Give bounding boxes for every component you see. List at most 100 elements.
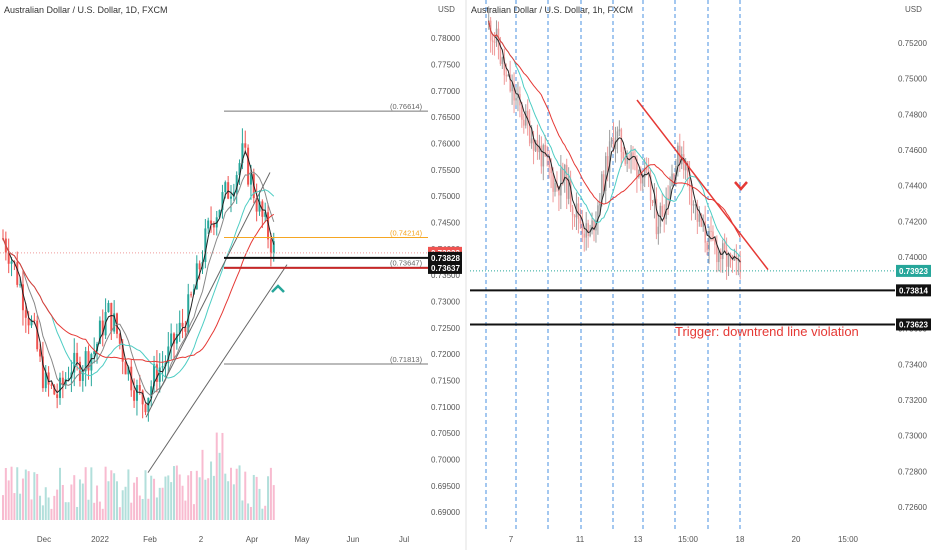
left-currency-label: USD — [438, 5, 455, 14]
right-chart-title: Australian Dollar / U.S. Dollar, 1h, FXC… — [471, 5, 633, 15]
left-candle-body — [210, 220, 213, 224]
left-price-tag-box — [428, 261, 462, 274]
left-volume-bar — [53, 495, 56, 520]
right-x-tick-label: 15:00 — [838, 535, 859, 544]
right-candle-body — [723, 243, 726, 250]
left-volume-bar — [184, 500, 187, 520]
right-candle-body — [491, 40, 494, 43]
left-volume-bar — [30, 499, 33, 520]
right-candle-body — [622, 151, 625, 159]
right-candle-body — [653, 199, 656, 203]
right-candle-body — [704, 221, 706, 243]
right-candle-body — [544, 145, 547, 156]
left-volume-bar — [96, 485, 99, 520]
right-y-tick-label: 0.73000 — [898, 432, 927, 441]
left-x-tick-label: Jul — [399, 535, 409, 544]
right-ma-fast — [488, 20, 741, 263]
right-candle-body — [548, 157, 550, 168]
right-candle-body — [540, 145, 543, 167]
left-volume-bar — [195, 470, 198, 520]
left-volume-bar — [215, 432, 218, 520]
right-candle-body — [589, 230, 591, 236]
left-price-tag-text: 0.73637 — [431, 264, 460, 273]
right-y-tick-label: 0.73200 — [898, 396, 927, 405]
left-candle-body — [218, 209, 221, 218]
right-candle-body — [694, 204, 697, 206]
left-candle-body — [247, 147, 250, 185]
left-volume-bar — [81, 483, 84, 520]
left-volume-bar — [16, 467, 19, 520]
left-volume-bar — [7, 480, 10, 520]
left-candle-body — [24, 310, 27, 318]
left-candle-body — [44, 372, 47, 389]
right-candle-body — [532, 138, 535, 151]
right-price-tag-box — [896, 284, 931, 297]
left-candle-body — [161, 366, 164, 368]
right-candle-body — [501, 57, 504, 64]
left-volume-bar — [224, 473, 227, 520]
right-candle-body — [550, 167, 552, 174]
right-candle-body — [645, 167, 648, 171]
right-candle-body — [564, 164, 566, 181]
right-candle-body — [511, 84, 513, 92]
right-candle-body — [725, 249, 728, 267]
left-candle-body — [138, 385, 141, 391]
left-candle-body — [195, 263, 198, 290]
right-candle-body — [515, 98, 517, 101]
left-y-tick-label: 0.75000 — [431, 192, 460, 201]
left-volume-bar — [178, 474, 181, 520]
left-candle-body — [101, 320, 104, 336]
left-candle-body — [121, 343, 124, 362]
left-candle-body — [7, 252, 10, 264]
left-y-tick-label: 0.69500 — [431, 482, 460, 491]
right-candle-body — [579, 218, 582, 224]
left-candle-body — [241, 143, 244, 164]
right-candle-body — [690, 190, 693, 206]
left-volume-bar — [116, 481, 118, 520]
right-candle-body — [560, 168, 562, 196]
left-volume-bar — [39, 495, 42, 520]
left-volume-bar — [87, 499, 90, 520]
left-volume-bar — [138, 495, 141, 520]
right-candle-body — [649, 175, 652, 201]
right-x-tick-label: 20 — [792, 535, 801, 544]
right-y-tick-label: 0.75000 — [898, 75, 927, 84]
left-volume-bar — [76, 506, 79, 520]
left-volume-bar — [170, 482, 173, 520]
right-candle-body — [620, 129, 623, 152]
left-candle-body — [258, 201, 261, 212]
right-candle-body — [657, 226, 660, 235]
right-candle-body — [632, 152, 634, 157]
right-candle-body — [636, 159, 638, 178]
right-chart-panel: Australian Dollar / U.S. Dollar, 1h, FXC… — [470, 0, 931, 544]
right-candle-body — [733, 256, 736, 261]
right-levels — [470, 99, 895, 326]
left-volume-bar — [78, 479, 81, 520]
right-session-lines — [485, 0, 741, 530]
right-candles — [488, 6, 742, 280]
left-volume-bar — [144, 470, 147, 520]
left-candle-body — [150, 386, 153, 398]
left-candle-body — [144, 404, 147, 413]
right-y-tick-label: 0.75200 — [898, 39, 927, 48]
right-candle-body — [527, 110, 529, 121]
left-volume-bar — [24, 469, 27, 520]
right-candle-body — [688, 171, 691, 191]
left-candle-body — [158, 367, 161, 382]
left-candle-body — [155, 364, 158, 382]
left-volume-bar — [44, 487, 47, 520]
left-level-label: (0.73647) — [390, 258, 423, 267]
left-candle-body — [87, 351, 90, 371]
left-volume-bar — [161, 487, 164, 520]
left-volume-bar — [269, 467, 272, 520]
left-candle-body — [198, 263, 201, 270]
left-volume-bar — [198, 477, 201, 520]
right-candle-body — [558, 187, 560, 196]
right-y-tick-label: 0.74800 — [898, 110, 927, 119]
right-candle-body — [624, 158, 626, 164]
left-y-tick-label: 0.72500 — [431, 324, 460, 333]
channel-lower-line — [147, 264, 288, 473]
left-candle-body — [207, 220, 210, 229]
left-candle-body — [107, 302, 110, 313]
